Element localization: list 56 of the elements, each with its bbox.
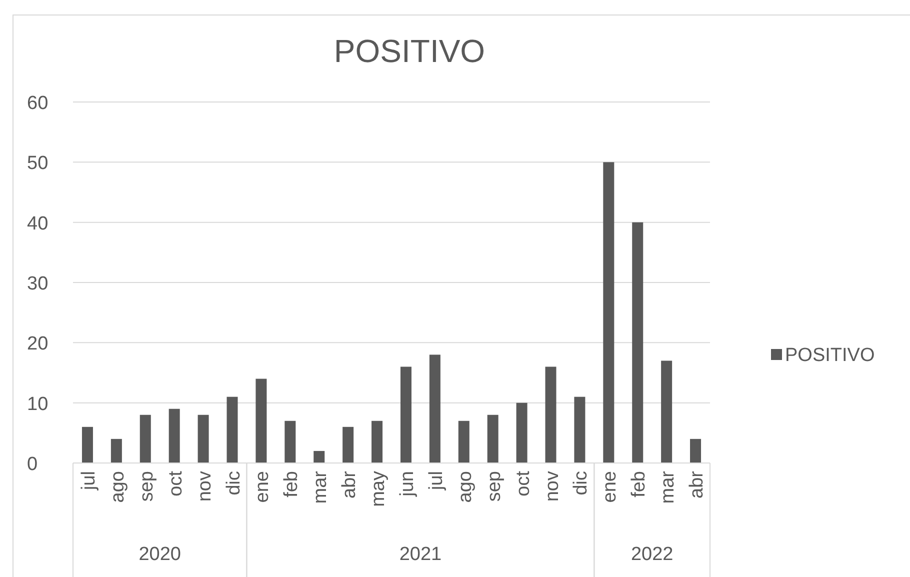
y-tick-label: 10 xyxy=(27,394,48,415)
y-tick-label: 60 xyxy=(27,93,48,114)
x-tick-label: sep xyxy=(136,471,158,502)
bar xyxy=(372,420,383,463)
bar xyxy=(574,396,586,463)
bar xyxy=(458,420,470,463)
bar xyxy=(82,426,93,463)
x-tick-label: mar xyxy=(658,470,679,504)
bar xyxy=(603,162,614,463)
bar xyxy=(661,360,672,463)
x-tick-label: nov xyxy=(542,470,563,502)
bar xyxy=(487,414,498,463)
x-tick-label: feb xyxy=(628,471,650,498)
bar xyxy=(256,378,267,463)
bar xyxy=(429,354,440,463)
bar xyxy=(632,222,644,463)
x-tick-label: nov xyxy=(194,470,216,502)
x-tick-label: ene xyxy=(252,471,274,503)
x-tick-label: ago xyxy=(454,471,476,503)
x-tick-label: jul xyxy=(426,471,447,492)
x-tick-label: dic xyxy=(570,471,592,496)
bar xyxy=(110,438,122,463)
x-tick-label: sep xyxy=(484,471,505,502)
bar xyxy=(314,450,325,463)
chart-title: POSITIVO xyxy=(334,33,486,69)
x-tick-label: ene xyxy=(600,471,621,503)
bar xyxy=(690,438,702,463)
x-tick-label: abr xyxy=(339,470,360,498)
x-tick-label: abr xyxy=(686,470,708,498)
y-tick-label: 0 xyxy=(27,454,38,475)
x-tick-label: dic xyxy=(223,471,244,496)
text: 2022 xyxy=(630,544,674,565)
bar xyxy=(198,414,209,463)
bar xyxy=(342,426,354,463)
legend-label: POSITIVO xyxy=(785,345,875,366)
x-tick-label: jun xyxy=(396,471,418,498)
bar xyxy=(545,366,556,463)
y-tick-label: 50 xyxy=(27,153,48,174)
x-tick-label: feb xyxy=(281,471,302,498)
y-tick-label: 30 xyxy=(27,274,48,294)
bar xyxy=(284,420,296,463)
text: 2021 xyxy=(399,544,442,565)
bar xyxy=(516,402,528,463)
x-tick-label: mar xyxy=(310,470,332,504)
text: 2020 xyxy=(138,544,182,565)
x-tick-label: ago xyxy=(107,471,128,503)
x-tick-label: oct xyxy=(165,470,186,496)
y-tick-label: 20 xyxy=(27,334,48,355)
x-tick-label: oct xyxy=(512,470,534,496)
y-tick-label: 40 xyxy=(27,213,48,234)
bar xyxy=(140,414,151,463)
x-tick-label: may xyxy=(368,470,390,507)
bar xyxy=(226,396,238,463)
x-tick-label: jul xyxy=(78,471,100,492)
bar xyxy=(400,366,412,463)
bar xyxy=(168,408,180,463)
